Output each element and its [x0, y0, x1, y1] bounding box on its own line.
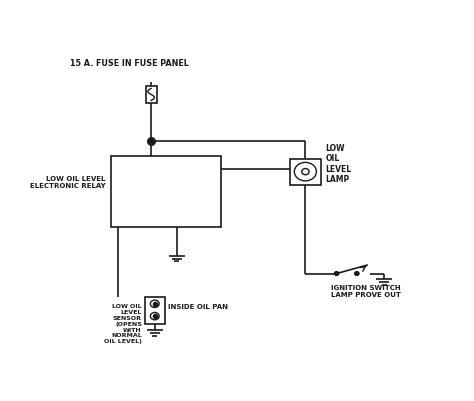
Text: TIMING CIRCUIT: TIMING CIRCUIT — [126, 186, 206, 194]
Text: 4: 4 — [114, 214, 119, 223]
Bar — [146, 86, 156, 103]
Text: LOW OIL
LEVEL
SENSOR
(OPENS
WITH
NORMAL
OIL LEVEL): LOW OIL LEVEL SENSOR (OPENS WITH NORMAL … — [104, 304, 142, 344]
Circle shape — [355, 271, 359, 275]
Text: INSIDE OIL PAN: INSIDE OIL PAN — [168, 304, 228, 310]
Circle shape — [294, 162, 317, 181]
Circle shape — [150, 300, 159, 308]
Circle shape — [301, 168, 309, 175]
Bar — [110, 156, 221, 227]
Text: LOW
OIL
LEVEL
LAMP: LOW OIL LEVEL LAMP — [326, 144, 352, 184]
Text: 3: 3 — [171, 214, 177, 223]
Text: IGNITION SWITCH
LAMP PROVE OUT: IGNITION SWITCH LAMP PROVE OUT — [331, 285, 401, 298]
Bar — [145, 297, 165, 324]
Text: 15 A. FUSE IN FUSE PANEL: 15 A. FUSE IN FUSE PANEL — [70, 59, 189, 68]
Text: 1: 1 — [114, 161, 119, 170]
Text: 5: 5 — [212, 161, 217, 170]
Circle shape — [334, 271, 339, 275]
Text: LOW OIL LEVEL
ELECTRONIC RELAY: LOW OIL LEVEL ELECTRONIC RELAY — [29, 176, 105, 189]
Circle shape — [150, 312, 159, 320]
Bar — [290, 158, 321, 185]
